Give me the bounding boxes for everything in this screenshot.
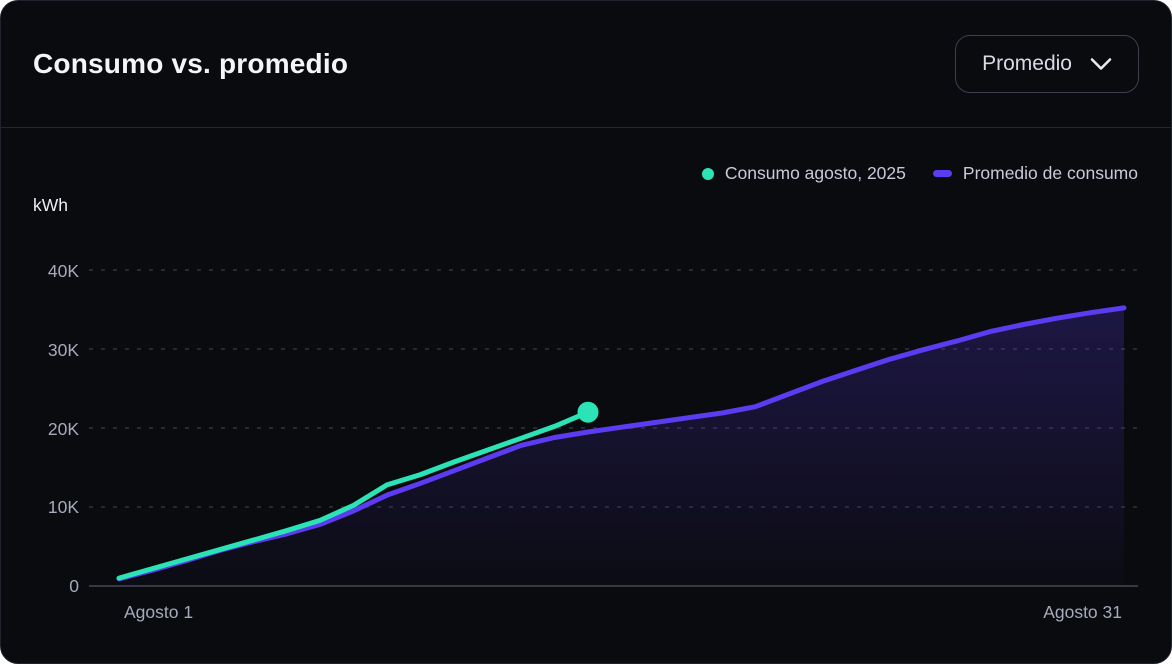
y-tick-20k: 20K — [47, 419, 79, 439]
y-tick-10k: 10K — [47, 497, 79, 517]
y-tick-30k: 30K — [47, 340, 79, 360]
chevron-down-icon — [1090, 57, 1112, 71]
legend-item-promedio: Promedio de consumo — [932, 163, 1138, 184]
x-axis-end-label: Agosto 31 — [1043, 602, 1122, 622]
page-title: Consumo vs. promedio — [33, 48, 349, 79]
y-axis-unit-label: kWh — [33, 195, 68, 215]
legend-item-consumo: Consumo agosto, 2025 — [701, 163, 906, 184]
legend-dash-promedio-icon — [932, 170, 952, 177]
dropdown-selected-value: Promedio — [982, 52, 1072, 75]
legend-label-promedio: Promedio de consumo — [962, 163, 1138, 183]
legend-dot-consumo-icon — [701, 167, 714, 180]
y-tick-0: 0 — [69, 576, 79, 596]
y-tick-40k: 40K — [47, 261, 79, 281]
chart-legend: Consumo agosto, 2025 Promedio de consumo — [701, 163, 1138, 184]
x-axis-start-label: Agosto 1 — [124, 602, 194, 622]
card-header: Consumo vs. promedio Promedio — [1, 1, 1171, 128]
legend-label-consumo: Consumo agosto, 2025 — [724, 163, 906, 183]
promedio-dropdown-button[interactable]: Promedio — [955, 35, 1139, 93]
